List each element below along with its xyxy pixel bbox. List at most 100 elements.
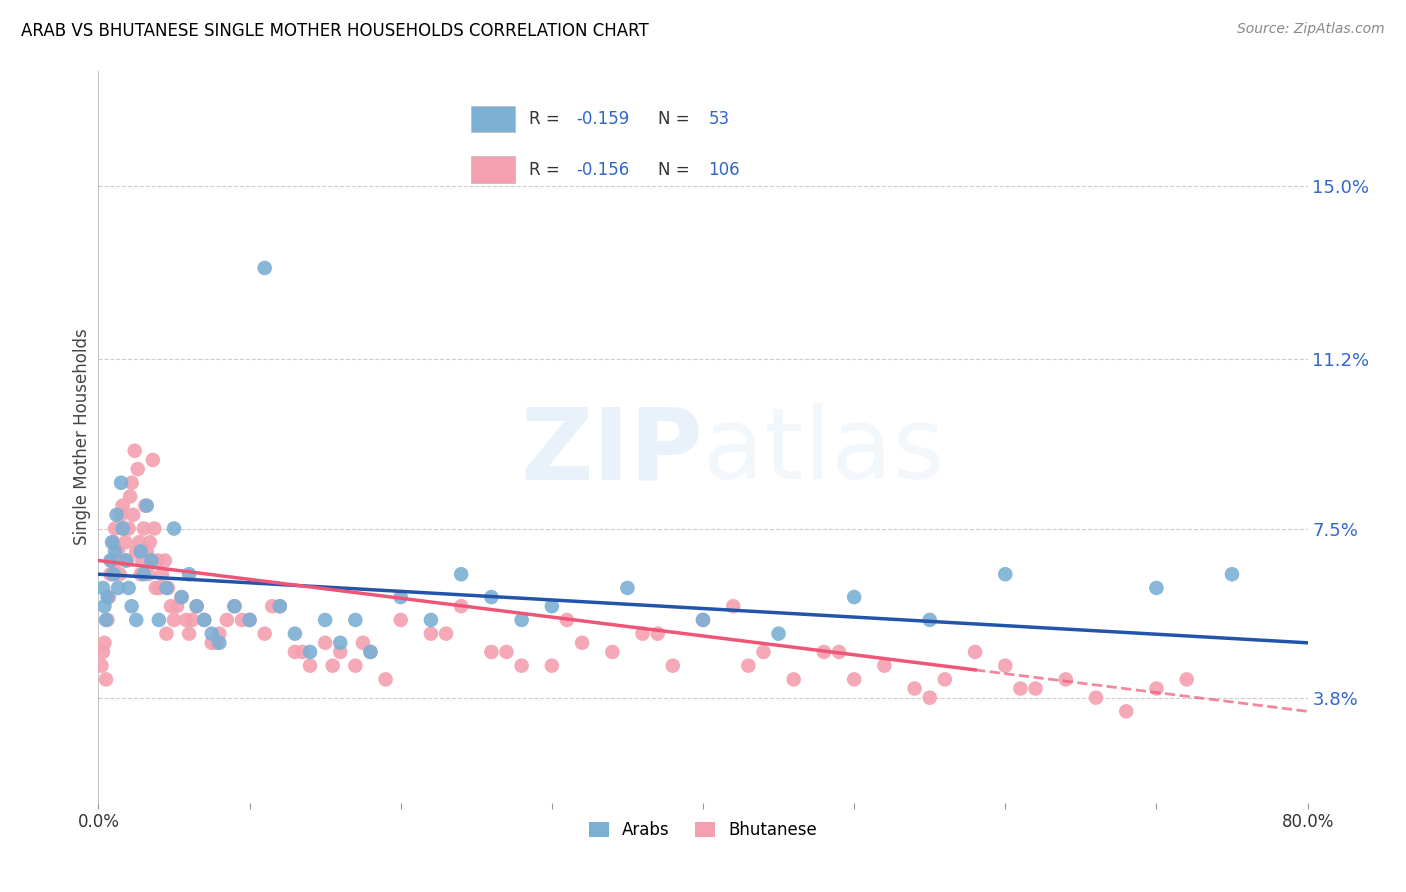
Point — [208, 626, 231, 640]
Point — [1024, 681, 1046, 696]
Point — [201, 636, 224, 650]
Point — [134, 499, 156, 513]
Point — [344, 658, 367, 673]
Point — [155, 626, 177, 640]
Point — [156, 581, 179, 595]
Text: ZIP: ZIP — [520, 403, 703, 500]
Point — [193, 613, 215, 627]
Point — [104, 521, 127, 535]
Point — [107, 544, 129, 558]
Point — [107, 581, 129, 595]
Point — [540, 658, 562, 673]
Point — [179, 626, 201, 640]
Point — [141, 553, 163, 567]
Point — [555, 613, 578, 627]
Point — [163, 521, 186, 535]
Point — [510, 658, 533, 673]
Point — [135, 544, 157, 558]
Point — [120, 490, 142, 504]
Point — [299, 658, 322, 673]
Point — [105, 508, 128, 522]
Text: Source: ZipAtlas.com: Source: ZipAtlas.com — [1237, 22, 1385, 37]
Point — [94, 613, 117, 627]
Point — [434, 626, 457, 640]
Point — [616, 581, 638, 595]
Point — [352, 636, 374, 650]
Point — [360, 645, 382, 659]
Point — [101, 535, 124, 549]
Point — [115, 553, 138, 567]
Point — [253, 626, 276, 640]
Point — [262, 599, 284, 614]
Point — [994, 658, 1017, 673]
Point — [110, 475, 132, 490]
Point — [186, 599, 208, 614]
Point — [94, 673, 117, 687]
Point — [873, 658, 896, 673]
Point — [510, 613, 533, 627]
Point — [965, 645, 987, 659]
Point — [148, 613, 170, 627]
Point — [284, 626, 307, 640]
Point — [495, 645, 517, 659]
Point — [647, 626, 669, 640]
Point — [420, 613, 443, 627]
Point — [100, 553, 122, 567]
Point — [752, 645, 775, 659]
Point — [737, 658, 759, 673]
Point — [844, 673, 866, 687]
Point — [1115, 705, 1137, 719]
Point — [314, 613, 336, 627]
Point — [828, 645, 851, 659]
Point — [239, 613, 262, 627]
Point — [98, 590, 121, 604]
Point — [224, 599, 246, 614]
Point — [91, 581, 114, 595]
Point — [374, 673, 396, 687]
Point — [215, 613, 238, 627]
Point — [193, 613, 215, 627]
Point — [146, 553, 169, 567]
Point — [129, 544, 152, 558]
Point — [631, 626, 654, 640]
Point — [114, 535, 136, 549]
Point — [571, 636, 593, 650]
Point — [170, 590, 193, 604]
Point — [389, 613, 412, 627]
Point — [111, 499, 134, 513]
Text: ARAB VS BHUTANESE SINGLE MOTHER HOUSEHOLDS CORRELATION CHART: ARAB VS BHUTANESE SINGLE MOTHER HOUSEHOL… — [21, 22, 648, 40]
Point — [160, 599, 183, 614]
Point — [783, 673, 806, 687]
Point — [389, 590, 412, 604]
Point — [450, 599, 472, 614]
Point — [224, 599, 246, 614]
Point — [934, 673, 956, 687]
Point — [253, 260, 276, 275]
Point — [153, 553, 176, 567]
Point — [170, 590, 193, 604]
Point — [125, 613, 148, 627]
Point — [344, 613, 367, 627]
Point — [129, 567, 152, 582]
Point — [121, 475, 143, 490]
Point — [360, 645, 382, 659]
Point — [174, 613, 197, 627]
Point — [208, 636, 231, 650]
Point — [136, 567, 159, 582]
Text: atlas: atlas — [703, 403, 945, 500]
Point — [284, 645, 307, 659]
Point — [121, 599, 143, 614]
Point — [299, 645, 322, 659]
Point — [692, 613, 714, 627]
Point — [163, 613, 186, 627]
Point — [768, 626, 790, 640]
Point — [844, 590, 866, 604]
Point — [128, 535, 150, 549]
Point — [90, 658, 112, 673]
Point — [103, 535, 125, 549]
Point — [131, 553, 153, 567]
Point — [124, 443, 146, 458]
Point — [91, 645, 114, 659]
Point — [481, 590, 503, 604]
Point — [602, 645, 624, 659]
